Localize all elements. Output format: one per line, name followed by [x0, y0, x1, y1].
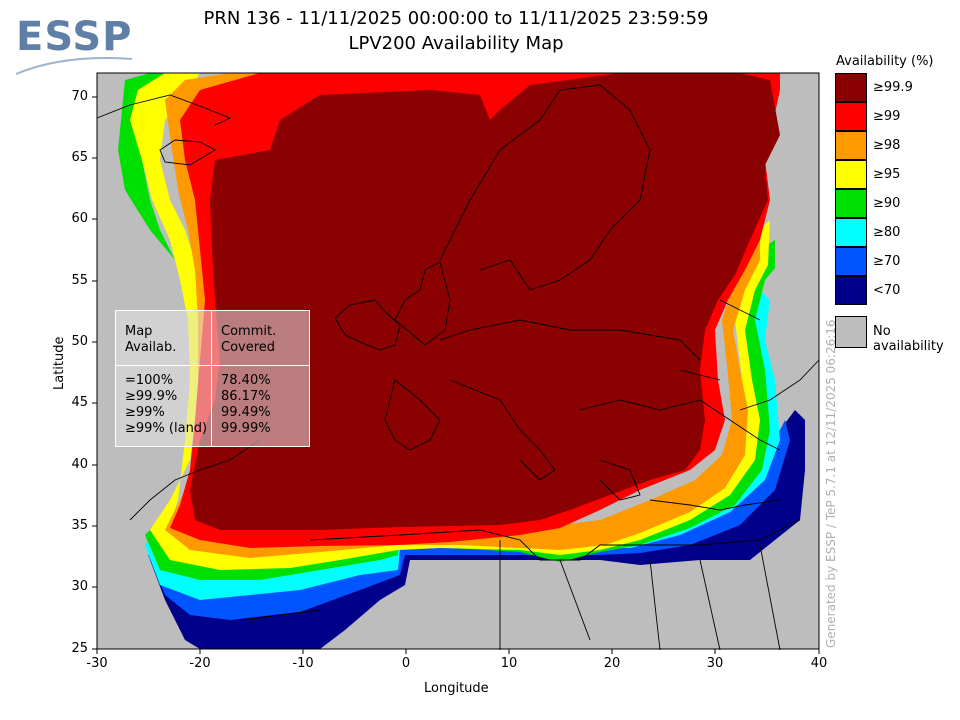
- legend-swatch: [835, 73, 867, 102]
- y-tick: 60: [71, 211, 88, 226]
- stats-header-covered: Covered: [221, 340, 276, 355]
- stats-row-label: =100%: [125, 373, 174, 388]
- y-tick: 45: [71, 395, 88, 410]
- legend-label: ≥70: [873, 254, 901, 269]
- stats-row-label: ≥99.9%: [125, 389, 178, 404]
- legend-label: ≥80: [873, 225, 901, 240]
- stats-header-availab: Availab.: [125, 340, 177, 355]
- legend-swatch: [835, 247, 867, 276]
- y-axis-label: Latitude: [52, 336, 67, 390]
- legend-swatch: [835, 189, 867, 218]
- essp-logo: ESSP: [14, 14, 134, 84]
- availability-bands: [118, 73, 805, 649]
- x-tick: -30: [86, 656, 108, 671]
- x-tick: 40: [810, 656, 828, 671]
- legend-label: ≥99: [873, 109, 901, 124]
- generated-credit: Generated by ESSP / TeP 5.7.1 at 12/11/2…: [824, 319, 838, 648]
- x-tick: 20: [603, 656, 621, 671]
- legend-label: ≥98: [873, 138, 901, 153]
- legend-label: ≥90: [873, 196, 901, 211]
- legend-swatch: [835, 160, 867, 189]
- legend-swatch: [835, 102, 867, 131]
- legend-swatch: [835, 276, 867, 305]
- stats-header-map: Map: [125, 324, 153, 339]
- stats-row-value: 78.40%: [221, 373, 271, 388]
- y-tick: 70: [71, 89, 88, 104]
- y-tick: 40: [71, 457, 88, 472]
- coastlines: [96, 84, 820, 651]
- x-tick: 30: [706, 656, 724, 671]
- x-tick: 0: [401, 656, 411, 671]
- x-tick: -10: [292, 656, 314, 671]
- legend-title: Availability (%): [836, 54, 934, 69]
- y-tick: 25: [71, 641, 88, 656]
- stats-row-label: ≥99%: [125, 405, 165, 420]
- map-subtitle: LPV200 Availability Map: [348, 33, 564, 54]
- stats-header-commit: Commit.: [221, 324, 277, 339]
- y-tick: 30: [71, 579, 88, 594]
- stats-row-value: 99.49%: [221, 405, 271, 420]
- legend-label: ≥95: [873, 167, 901, 182]
- legend-swatch: [835, 131, 867, 160]
- stats-row-value: 86.17%: [221, 389, 271, 404]
- no-availability-swatch: [835, 316, 867, 348]
- logo-text: ESSP: [16, 14, 133, 60]
- map-title: PRN 136 - 11/11/2025 00:00:00 to 11/11/2…: [203, 8, 709, 29]
- x-tick: -20: [189, 656, 211, 671]
- no-availability-label: No availability: [873, 324, 944, 354]
- x-axis-label: Longitude: [424, 681, 489, 696]
- stats-row-label: ≥99% (land): [125, 421, 208, 436]
- legend-swatch: [835, 218, 867, 247]
- y-tick: 35: [71, 518, 88, 533]
- stats-row-value: 99.99%: [221, 421, 271, 436]
- y-tick: 50: [71, 334, 88, 349]
- legend-label: <70: [873, 283, 901, 298]
- legend-label: ≥99.9: [873, 80, 913, 95]
- y-tick: 55: [71, 273, 88, 288]
- tick-marks: [92, 96, 820, 654]
- stats-box: Map Availab. Commit. Covered =100% 78.40…: [115, 310, 310, 447]
- x-tick: 10: [500, 656, 518, 671]
- y-tick: 65: [71, 150, 88, 165]
